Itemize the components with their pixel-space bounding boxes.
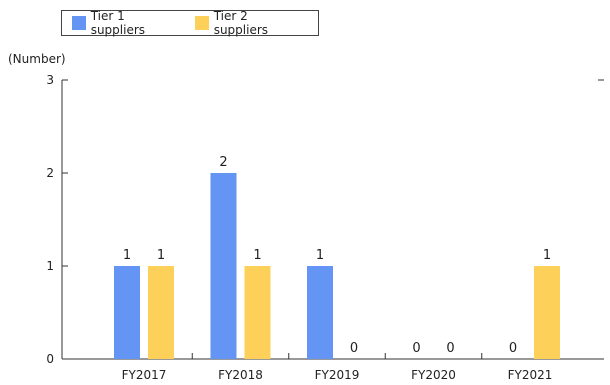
- bar-tier1-fy2017: [114, 266, 140, 359]
- data-label-tier1-fy2017: 1: [123, 248, 131, 263]
- legend-item-tier1: Tier 1 suppliers: [72, 9, 181, 37]
- legend-swatch-tier2: [195, 16, 209, 30]
- data-label-tier2-fy2020: 0: [446, 341, 454, 356]
- bar-tier2-fy2018: [244, 266, 271, 359]
- data-label-tier1-fy2018: 2: [219, 155, 227, 170]
- y-tick-label-1: 1: [46, 259, 54, 273]
- legend: Tier 1 suppliers Tier 2 suppliers: [61, 9, 319, 37]
- data-label-tier1-fy2021: 0: [509, 341, 517, 356]
- x-tick-label-4: FY2021: [508, 368, 553, 382]
- y-tick-label-0: 0: [46, 352, 54, 366]
- x-tick-label-1: FY2018: [218, 368, 263, 382]
- bar-tier1-fy2018: [210, 173, 237, 359]
- data-label-tier2-fy2018: 1: [253, 248, 261, 263]
- data-label-tier1-fy2019: 1: [316, 248, 324, 263]
- data-label-tier2-fy2019: 0: [350, 341, 358, 356]
- bar-tier2-fy2021: [534, 266, 560, 359]
- y-tick-label-2: 2: [46, 166, 54, 180]
- bar-tier1-fy2019: [307, 266, 333, 359]
- x-tick-label-3: FY2020: [411, 368, 456, 382]
- y-axis-unit-label: (Number): [8, 52, 66, 66]
- data-label-tier2-fy2017: 1: [157, 248, 165, 263]
- x-tick-label-0: FY2017: [122, 368, 167, 382]
- bar-tier2-fy2017: [148, 266, 174, 359]
- legend-label-tier2: Tier 2 suppliers: [213, 9, 269, 37]
- data-label-tier1-fy2020: 0: [412, 341, 420, 356]
- legend-item-tier2: Tier 2 suppliers: [195, 9, 304, 37]
- data-label-tier2-fy2021: 1: [543, 248, 551, 263]
- x-tick-label-2: FY2019: [315, 368, 360, 382]
- y-tick-label-3: 3: [46, 73, 54, 87]
- legend-label-tier1: Tier 1 suppliers: [90, 9, 146, 37]
- legend-swatch-tier1: [72, 16, 86, 30]
